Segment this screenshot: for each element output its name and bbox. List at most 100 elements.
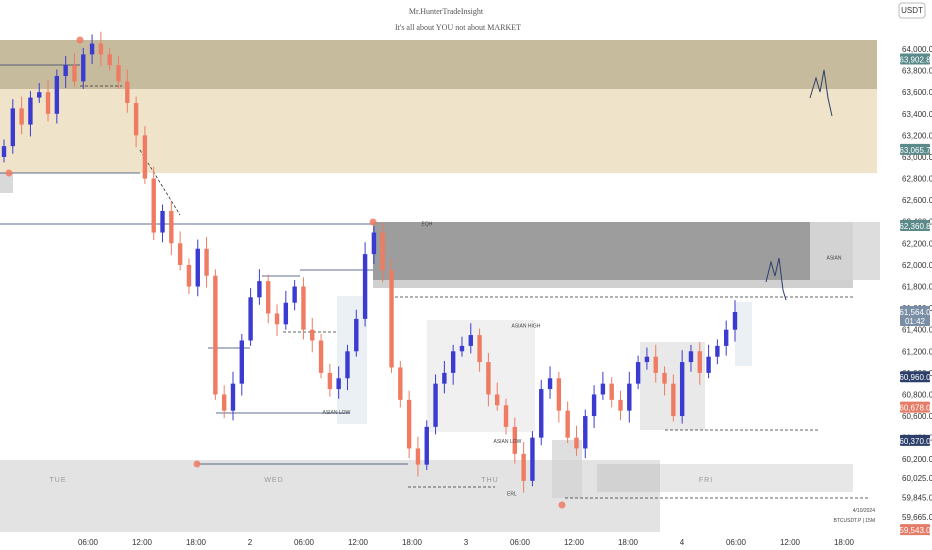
x-tick-label: 18:00 xyxy=(618,538,639,547)
bottom-zone xyxy=(0,460,660,532)
watermark-line2: It's all about YOU not about MARKET xyxy=(395,23,521,32)
candle-body xyxy=(37,92,42,98)
candle-body xyxy=(371,232,377,255)
candle-body xyxy=(204,248,209,276)
price-tag-label: 60,960.0 xyxy=(899,373,931,382)
y-tick-label: 62,200.0 xyxy=(902,239,932,248)
day-label: WED xyxy=(264,477,283,484)
candle-body xyxy=(230,383,236,411)
price-tag xyxy=(900,434,930,446)
candle-body xyxy=(732,311,738,330)
candle-body xyxy=(1,146,7,157)
candle-body xyxy=(424,426,429,465)
annotation-label: ERL xyxy=(507,491,517,497)
y-tick-label: 61,400.0 xyxy=(902,326,932,335)
candle-body xyxy=(380,232,385,271)
x-tick-label: 12:00 xyxy=(780,538,801,547)
y-tick-label: 60,600.0 xyxy=(902,412,932,421)
candle-body xyxy=(283,302,289,325)
candle-body xyxy=(327,372,333,390)
x-tick-label: 18:00 xyxy=(834,538,855,547)
candle-body xyxy=(89,43,95,55)
bottom-zone-right xyxy=(660,464,853,492)
candle-body xyxy=(318,340,324,373)
pivot-marker xyxy=(369,218,377,226)
y-tick-label: 63,800.0 xyxy=(902,67,932,76)
candle-body xyxy=(600,383,606,395)
candle-body xyxy=(239,340,244,384)
y-tick-label: 60,200.0 xyxy=(902,455,932,464)
x-tick-label: 18:00 xyxy=(402,538,423,547)
price-tag xyxy=(900,371,930,383)
annotations-layer: ASIAN LOW ASIAN HIGH ASIAN LOW EQH ERL ASIAN xyxy=(323,222,842,498)
y-tick-label: 61,200.0 xyxy=(902,347,932,356)
price-tag xyxy=(900,219,930,231)
price-tag-label: 63,902.8 xyxy=(899,55,931,64)
candle-body xyxy=(644,356,650,363)
x-tick-label: 06:00 xyxy=(294,538,315,547)
date-label: 4/10/2024 xyxy=(853,508,875,514)
x-tick-label: 06:00 xyxy=(510,538,531,547)
symbol-label: BTCUSDT.P | 15M xyxy=(834,518,876,524)
candle-body xyxy=(468,335,473,346)
watermark-line1: Mr.HunterTradeInsight xyxy=(409,7,484,16)
candle-body xyxy=(433,383,438,427)
y-axis-bg xyxy=(880,0,932,550)
annotation-label: ASIAN LOW xyxy=(494,439,522,445)
y-tick-label: 62,600.0 xyxy=(902,196,932,205)
zones-layer xyxy=(0,40,887,532)
projection-path-top xyxy=(809,69,833,117)
fri-box xyxy=(597,464,660,492)
price-tag-label: 63,065.7 xyxy=(899,146,931,155)
candle-body xyxy=(72,65,77,82)
y-tick-label: 62,000.0 xyxy=(902,261,932,270)
candle-body xyxy=(547,378,553,390)
y-axis: 64,000.0 63,800.0 63,600.0 63,400.0 63,200.0… xyxy=(880,0,932,550)
currency-button[interactable] xyxy=(898,2,926,19)
candle-body xyxy=(248,297,253,341)
left-stub xyxy=(0,173,13,193)
candle-body xyxy=(512,426,518,454)
candle-body xyxy=(539,389,544,438)
candle-body xyxy=(415,448,421,465)
candle-body xyxy=(635,362,641,384)
y-tick-label: 63,200.0 xyxy=(902,131,932,140)
candle-body xyxy=(221,394,227,411)
candle-body xyxy=(354,318,359,352)
candle-body xyxy=(28,97,33,125)
pivot-marker xyxy=(5,169,13,177)
candle-body xyxy=(151,178,156,233)
y-tick-label: 64,000.0 xyxy=(902,45,932,54)
asian-box-1 xyxy=(337,296,367,424)
candle-body xyxy=(10,108,16,147)
x-tick-label: 4 xyxy=(680,538,685,547)
annotation-label: ASIAN HIGH xyxy=(512,324,541,330)
upper-supply-zone xyxy=(0,40,877,89)
candle-body xyxy=(565,410,570,438)
candle-body xyxy=(142,135,148,179)
candle-body xyxy=(310,329,315,341)
annotation-label: ASIAN LOW xyxy=(323,410,351,416)
price-tag xyxy=(900,524,930,536)
y-tick-label: 59,845.0 xyxy=(902,494,932,503)
price-tag xyxy=(900,305,930,326)
candle-body xyxy=(477,335,482,363)
candle-body xyxy=(627,383,632,411)
price-tag-countdown: 01:42 xyxy=(905,317,926,326)
candle-body xyxy=(442,372,447,384)
x-axis: 06:00 12:00 18:00 2 06:00 12:00 18:00 3 06:00 12:… xyxy=(0,534,901,550)
candle-body xyxy=(301,286,306,330)
candle-body xyxy=(671,383,676,417)
candle-body xyxy=(160,210,165,233)
candle-body xyxy=(54,75,60,114)
candle-body xyxy=(177,243,183,265)
candle-body xyxy=(107,54,112,66)
candle-body xyxy=(45,92,51,114)
candle-body xyxy=(591,394,597,417)
x-tick-label: 12:00 xyxy=(132,538,153,547)
candle-body xyxy=(679,362,685,417)
day-label: TUE xyxy=(50,477,67,484)
candle-body xyxy=(98,43,104,55)
candle-body xyxy=(336,378,341,390)
